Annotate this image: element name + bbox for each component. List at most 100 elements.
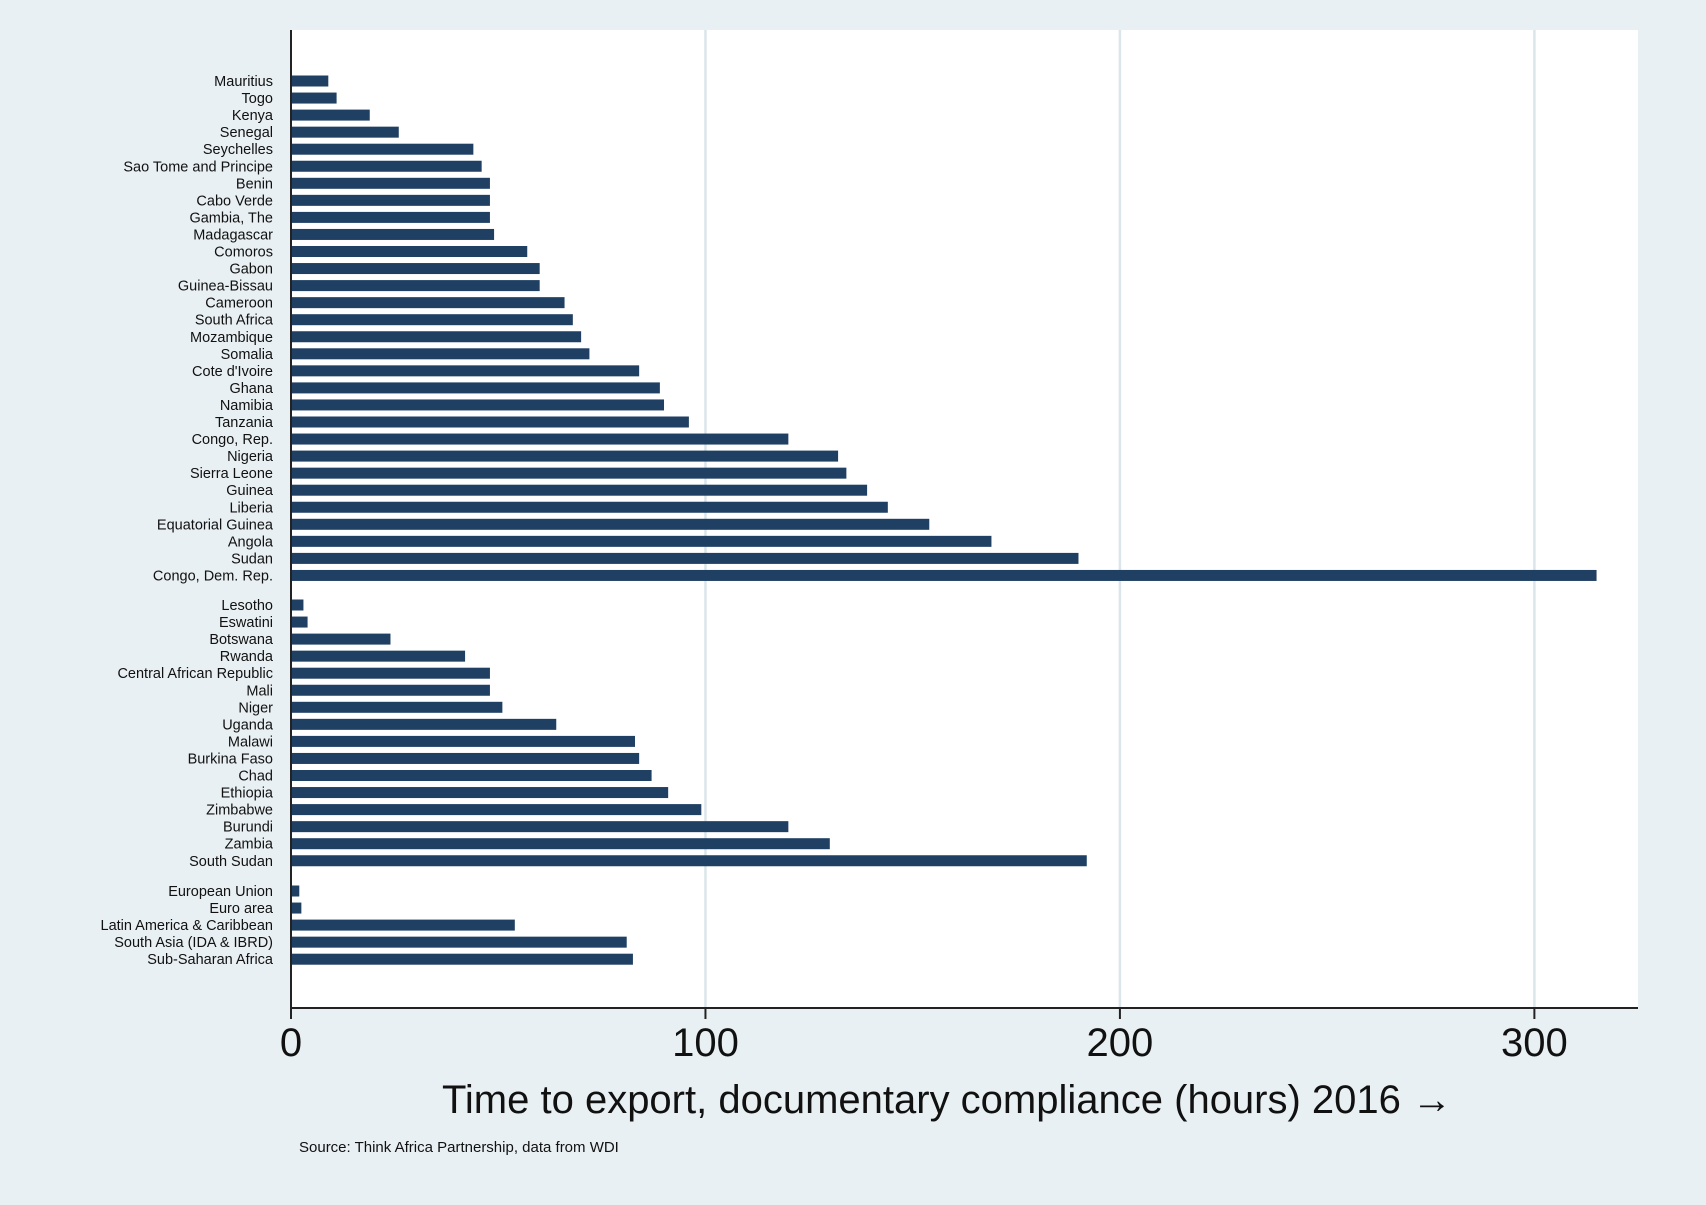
category-label-rwanda: Rwanda bbox=[220, 649, 274, 665]
bar-namibia bbox=[291, 399, 665, 411]
bar-malawi bbox=[291, 735, 636, 747]
category-label-senegal: Senegal bbox=[220, 125, 273, 141]
category-label-uganda: Uganda bbox=[222, 717, 274, 733]
bar-cabo-verde bbox=[291, 194, 490, 206]
bar-equatorial-guinea bbox=[291, 518, 930, 530]
category-label-togo: Togo bbox=[242, 91, 273, 107]
category-label-angola: Angola bbox=[228, 534, 274, 550]
bar-uganda bbox=[291, 718, 557, 730]
bar-lesotho bbox=[291, 599, 304, 611]
category-label-congo-rep: Congo, Rep. bbox=[192, 432, 273, 448]
category-label-equatorial-guinea: Equatorial Guinea bbox=[157, 517, 274, 533]
category-label-seychelles: Seychelles bbox=[203, 142, 273, 158]
category-label-cote-d-ivoire: Cote d'Ivoire bbox=[192, 364, 273, 380]
category-label-guinea: Guinea bbox=[226, 483, 274, 499]
bar-zambia bbox=[291, 838, 830, 850]
category-label-mali: Mali bbox=[246, 683, 273, 699]
bar-congo-dem-rep bbox=[291, 569, 1597, 581]
category-label-ghana: Ghana bbox=[229, 381, 273, 397]
bar-somalia bbox=[291, 348, 590, 360]
category-label-sudan: Sudan bbox=[231, 551, 273, 567]
category-label-burkina-faso: Burkina Faso bbox=[188, 751, 273, 767]
category-label-eswatini: Eswatini bbox=[219, 615, 273, 631]
bar-nigeria bbox=[291, 450, 839, 462]
category-label-madagascar: Madagascar bbox=[193, 227, 273, 243]
category-label-namibia: Namibia bbox=[220, 398, 274, 414]
bar-ghana bbox=[291, 382, 660, 394]
x-tick-label-0: 0 bbox=[280, 1021, 302, 1065]
bar-chad bbox=[291, 770, 652, 781]
bar-angola bbox=[291, 535, 992, 547]
bar-madagascar bbox=[291, 228, 495, 240]
bar-eswatini bbox=[291, 616, 308, 628]
category-label-kenya: Kenya bbox=[232, 108, 274, 124]
category-label-benin: Benin bbox=[236, 176, 273, 192]
category-label-liberia: Liberia bbox=[229, 500, 273, 516]
bar-mali bbox=[291, 684, 490, 696]
bar-mozambique bbox=[291, 331, 582, 343]
category-label-euro-area: Euro area bbox=[209, 901, 274, 917]
bar-cameroon bbox=[291, 297, 565, 309]
bar-kenya bbox=[291, 109, 370, 121]
bar-cote-d-ivoire bbox=[291, 365, 640, 377]
category-label-lesotho: Lesotho bbox=[221, 598, 273, 614]
bar-sierra-leone bbox=[291, 467, 847, 479]
bar-seychelles bbox=[291, 143, 474, 155]
category-label-nigeria: Nigeria bbox=[227, 449, 274, 465]
category-label-botswana: Botswana bbox=[209, 632, 274, 648]
bar-liberia bbox=[291, 501, 888, 513]
category-label-tanzania: Tanzania bbox=[215, 415, 274, 431]
axes: 0 100 200 300 bbox=[280, 30, 1638, 1065]
category-label-mauritius: Mauritius bbox=[214, 74, 273, 90]
bar-burkina-faso bbox=[291, 752, 640, 764]
category-label-south-asia-ida-ibrd: South Asia (IDA & IBRD) bbox=[114, 935, 273, 951]
bar-sub-saharan-africa bbox=[291, 953, 633, 965]
bar-south-sudan bbox=[291, 855, 1087, 867]
category-label-cabo-verde: Cabo Verde bbox=[196, 193, 273, 209]
bar-tanzania bbox=[291, 416, 689, 428]
category-label-gabon: Gabon bbox=[229, 262, 273, 278]
bar-south-africa bbox=[291, 314, 573, 326]
category-label-congo-dem-rep: Congo, Dem. Rep. bbox=[153, 568, 273, 584]
bar-togo bbox=[291, 92, 337, 104]
category-label-latin-america-caribbean: Latin America & Caribbean bbox=[101, 918, 274, 934]
bar-mauritius bbox=[291, 75, 329, 87]
category-label-sub-saharan-africa: Sub-Saharan Africa bbox=[147, 952, 274, 968]
bar-guinea bbox=[291, 484, 868, 496]
category-label-zambia: Zambia bbox=[225, 837, 274, 853]
x-tick-label-100: 100 bbox=[672, 1021, 739, 1065]
bars bbox=[291, 75, 1597, 965]
bar-guinea-bissau bbox=[291, 280, 540, 292]
bar-zimbabwe bbox=[291, 804, 702, 816]
x-tick-label-200: 200 bbox=[1087, 1021, 1154, 1065]
category-label-niger: Niger bbox=[238, 700, 273, 716]
bar-gambia-the bbox=[291, 211, 490, 223]
bar-gabon bbox=[291, 263, 540, 275]
bar-rwanda bbox=[291, 650, 466, 662]
bar-sudan bbox=[291, 552, 1079, 564]
category-label-gambia-the: Gambia, The bbox=[189, 210, 273, 226]
category-label-burundi: Burundi bbox=[223, 820, 273, 836]
category-label-european-union: European Union bbox=[168, 884, 273, 900]
category-label-mozambique: Mozambique bbox=[190, 330, 273, 346]
category-label-somalia: Somalia bbox=[221, 347, 274, 363]
bar-senegal bbox=[291, 126, 399, 138]
category-label-sierra-leone: Sierra Leone bbox=[190, 466, 273, 482]
bar-central-african-republic bbox=[291, 667, 490, 679]
bar-botswana bbox=[291, 633, 391, 645]
bar-niger bbox=[291, 701, 503, 713]
category-label-comoros: Comoros bbox=[214, 245, 273, 261]
bar-comoros bbox=[291, 246, 528, 257]
bar-benin bbox=[291, 177, 490, 189]
category-label-south-sudan: South Sudan bbox=[189, 854, 273, 870]
bar-euro-area bbox=[291, 902, 302, 914]
category-label-sao-tome-and-principe: Sao Tome and Principe bbox=[123, 159, 273, 175]
bar-latin-america-caribbean bbox=[291, 919, 515, 931]
bar-european-union bbox=[291, 885, 300, 897]
category-label-chad: Chad bbox=[238, 769, 273, 785]
category-label-malawi: Malawi bbox=[228, 734, 273, 750]
category-label-cameroon: Cameroon bbox=[205, 296, 273, 312]
